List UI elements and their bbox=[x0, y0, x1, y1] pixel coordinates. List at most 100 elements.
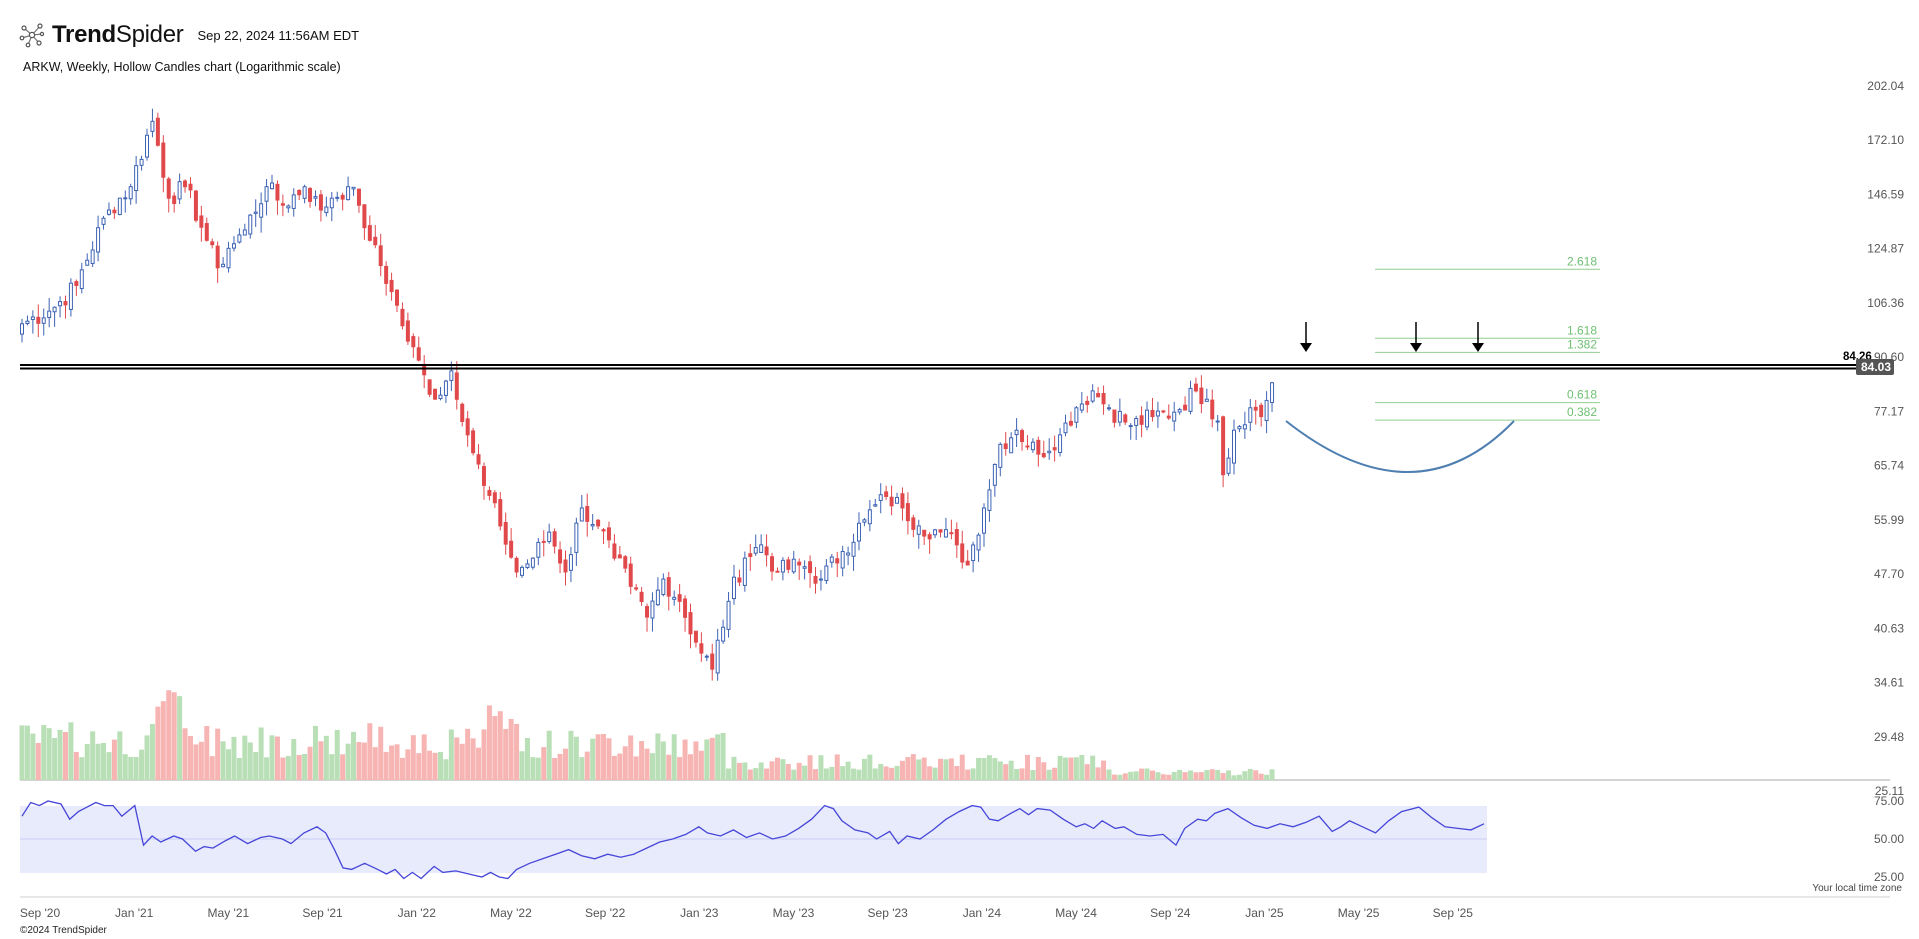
volume-bar bbox=[1122, 773, 1128, 780]
volume-bar bbox=[753, 768, 759, 780]
volume-bar bbox=[938, 758, 944, 780]
candle bbox=[568, 546, 573, 582]
candle bbox=[481, 462, 486, 500]
volume-bar bbox=[1084, 764, 1090, 780]
candle bbox=[634, 583, 639, 591]
volume-bar bbox=[758, 762, 764, 780]
volume-bar bbox=[704, 739, 710, 780]
candle bbox=[1112, 409, 1117, 428]
candle bbox=[797, 558, 802, 580]
candle bbox=[1009, 432, 1014, 454]
candle bbox=[1226, 448, 1231, 476]
y-tick-label: 202.04 bbox=[1867, 79, 1904, 93]
candle bbox=[329, 191, 334, 222]
price-axis-labels: 202.04 172.10 146.59 124.87 106.36 90.60 77.17… bbox=[1867, 79, 1904, 798]
volume-bar bbox=[285, 755, 291, 780]
candle bbox=[905, 492, 910, 535]
volume-bar bbox=[932, 767, 938, 780]
candle bbox=[1193, 377, 1198, 393]
volume-bar bbox=[889, 767, 895, 780]
candle bbox=[547, 523, 552, 544]
candle bbox=[987, 479, 992, 522]
volume-bar bbox=[823, 768, 829, 780]
y-tick-label: 124.87 bbox=[1867, 242, 1904, 256]
volume-bars bbox=[19, 690, 1275, 780]
y-tick-label: 172.10 bbox=[1867, 133, 1904, 147]
candle bbox=[1215, 414, 1220, 432]
candle bbox=[780, 557, 785, 581]
candle bbox=[911, 514, 916, 538]
candle bbox=[74, 279, 79, 296]
candle bbox=[1183, 396, 1188, 411]
candle bbox=[36, 304, 41, 338]
candle bbox=[530, 557, 535, 570]
volume-bar bbox=[851, 768, 857, 780]
candle bbox=[895, 492, 900, 504]
candle bbox=[1172, 401, 1177, 432]
volume-bar bbox=[372, 747, 378, 780]
volume-bar bbox=[242, 735, 248, 780]
volume-bar bbox=[1231, 775, 1237, 780]
volume-bar bbox=[764, 768, 770, 780]
volume-bar bbox=[476, 747, 482, 780]
volume-bar bbox=[1144, 768, 1150, 780]
candle bbox=[1079, 391, 1084, 414]
volume-bar bbox=[954, 766, 960, 780]
candle bbox=[389, 272, 394, 301]
volume-bar bbox=[878, 763, 884, 780]
volume-bar bbox=[139, 749, 145, 780]
volume-bar bbox=[693, 741, 699, 780]
candle bbox=[308, 187, 313, 208]
x-tick-label: Jan '23 bbox=[680, 906, 719, 920]
candle bbox=[612, 534, 617, 561]
resistance-line bbox=[20, 364, 1890, 370]
volume-bar bbox=[731, 756, 737, 780]
candle bbox=[1150, 397, 1155, 422]
candle bbox=[922, 529, 927, 545]
candle bbox=[188, 177, 193, 199]
candle bbox=[954, 522, 959, 558]
volume-bar bbox=[226, 749, 232, 780]
candle bbox=[976, 532, 981, 562]
volume-bar bbox=[948, 758, 954, 780]
rsi-tick-label: 25.00 bbox=[1874, 870, 1904, 884]
candle bbox=[574, 517, 579, 566]
volume-bar bbox=[557, 753, 563, 780]
volume-bar bbox=[204, 726, 210, 780]
volume-bar bbox=[253, 751, 259, 780]
candle bbox=[199, 205, 204, 242]
volume-bar bbox=[486, 705, 492, 780]
volume-bar bbox=[617, 753, 623, 780]
volume-bar bbox=[649, 753, 655, 780]
volume-bar bbox=[182, 728, 188, 780]
candle bbox=[960, 530, 965, 569]
x-tick-label: Sep '20 bbox=[20, 906, 61, 920]
candle bbox=[558, 541, 563, 574]
candle bbox=[275, 180, 280, 215]
volume-bar bbox=[715, 734, 721, 780]
candle bbox=[753, 534, 758, 556]
volume-bar bbox=[726, 768, 732, 780]
candle bbox=[1270, 381, 1275, 412]
candle bbox=[655, 577, 660, 606]
candle bbox=[1259, 402, 1264, 427]
candle bbox=[1128, 423, 1133, 440]
volume-bar bbox=[144, 735, 150, 780]
volume-bar bbox=[73, 751, 79, 780]
volume-bar bbox=[818, 755, 824, 780]
candle bbox=[791, 550, 796, 574]
volume-bar bbox=[1057, 755, 1063, 780]
volume-bar bbox=[970, 768, 976, 780]
volume-bar bbox=[644, 748, 650, 780]
volume-bar bbox=[606, 738, 612, 780]
y-tick-label: 55.99 bbox=[1874, 513, 1904, 527]
candle bbox=[400, 302, 405, 330]
candle bbox=[1052, 435, 1057, 462]
candle bbox=[818, 569, 823, 591]
volume-bar bbox=[427, 750, 433, 780]
candle bbox=[628, 556, 633, 595]
volume-bar bbox=[1111, 774, 1117, 780]
volume-bar bbox=[1133, 771, 1139, 780]
